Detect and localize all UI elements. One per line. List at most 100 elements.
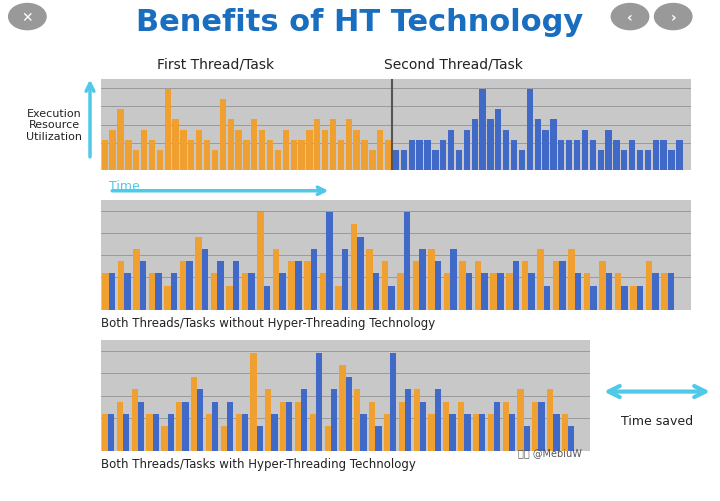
Bar: [164, 286, 171, 311]
Bar: [314, 120, 320, 170]
Bar: [606, 274, 612, 311]
Bar: [295, 262, 302, 311]
Bar: [325, 426, 330, 451]
Bar: [413, 262, 419, 311]
Bar: [464, 130, 470, 170]
Bar: [487, 120, 494, 170]
Bar: [590, 140, 596, 170]
Bar: [537, 249, 544, 311]
Bar: [464, 414, 471, 451]
Bar: [157, 150, 163, 170]
Bar: [668, 274, 675, 311]
Bar: [298, 140, 305, 170]
Bar: [662, 274, 668, 311]
Bar: [204, 140, 210, 170]
Bar: [227, 402, 233, 451]
Bar: [574, 140, 580, 170]
Bar: [547, 390, 553, 451]
Bar: [566, 140, 572, 170]
Bar: [108, 414, 114, 451]
Bar: [390, 353, 396, 451]
Bar: [117, 262, 124, 311]
Bar: [553, 262, 559, 311]
Bar: [448, 130, 454, 170]
Bar: [156, 274, 162, 311]
Bar: [267, 140, 273, 170]
Bar: [176, 402, 182, 451]
Bar: [472, 120, 478, 170]
Bar: [361, 140, 368, 170]
Bar: [197, 390, 204, 451]
Bar: [621, 150, 627, 170]
Bar: [494, 402, 500, 451]
Bar: [668, 150, 675, 170]
Bar: [301, 390, 307, 451]
Text: Both Threads/Tasks without Hyper-Threading Technology: Both Threads/Tasks without Hyper-Threadi…: [101, 317, 435, 330]
Bar: [630, 286, 636, 311]
Bar: [153, 414, 159, 451]
Bar: [242, 274, 248, 311]
Bar: [217, 262, 224, 311]
Bar: [475, 262, 482, 311]
Bar: [497, 274, 503, 311]
Bar: [621, 286, 628, 311]
Bar: [140, 262, 146, 311]
Bar: [310, 249, 317, 311]
Bar: [428, 414, 435, 451]
Bar: [273, 249, 279, 311]
Bar: [191, 377, 197, 451]
Bar: [182, 402, 189, 451]
Bar: [544, 286, 550, 311]
Bar: [495, 110, 502, 170]
Bar: [206, 414, 212, 451]
Bar: [480, 90, 486, 170]
Bar: [636, 286, 644, 311]
Bar: [449, 414, 456, 451]
Bar: [550, 120, 557, 170]
Bar: [180, 130, 186, 170]
Bar: [228, 120, 234, 170]
Bar: [526, 90, 533, 170]
Bar: [458, 402, 464, 451]
Bar: [513, 262, 519, 311]
Bar: [161, 426, 168, 451]
Bar: [558, 140, 564, 170]
Bar: [459, 262, 466, 311]
Bar: [451, 249, 457, 311]
Bar: [408, 140, 415, 170]
Bar: [652, 140, 659, 170]
Bar: [599, 262, 606, 311]
Bar: [660, 140, 667, 170]
Bar: [256, 426, 263, 451]
Bar: [456, 150, 462, 170]
Bar: [265, 390, 271, 451]
Bar: [518, 390, 523, 451]
Bar: [102, 414, 108, 451]
Bar: [168, 414, 174, 451]
Bar: [582, 130, 588, 170]
Bar: [280, 402, 287, 451]
Bar: [397, 274, 404, 311]
Bar: [490, 274, 497, 311]
Bar: [532, 402, 539, 451]
Bar: [125, 140, 132, 170]
Bar: [519, 150, 525, 170]
Bar: [316, 353, 322, 451]
Bar: [553, 414, 559, 451]
Text: Both Threads/Tasks with Hyper-Threading Technology: Both Threads/Tasks with Hyper-Threading …: [101, 457, 415, 470]
Bar: [220, 100, 226, 170]
Bar: [568, 426, 575, 451]
Bar: [444, 402, 449, 451]
Text: ‹: ‹: [627, 11, 633, 25]
Bar: [133, 249, 140, 311]
Bar: [235, 130, 242, 170]
Bar: [559, 262, 566, 311]
Bar: [133, 150, 140, 170]
Bar: [419, 249, 426, 311]
Bar: [373, 274, 379, 311]
Bar: [149, 140, 155, 170]
Text: Time: Time: [109, 180, 140, 193]
Bar: [428, 249, 435, 311]
Bar: [503, 130, 509, 170]
Bar: [405, 390, 411, 451]
